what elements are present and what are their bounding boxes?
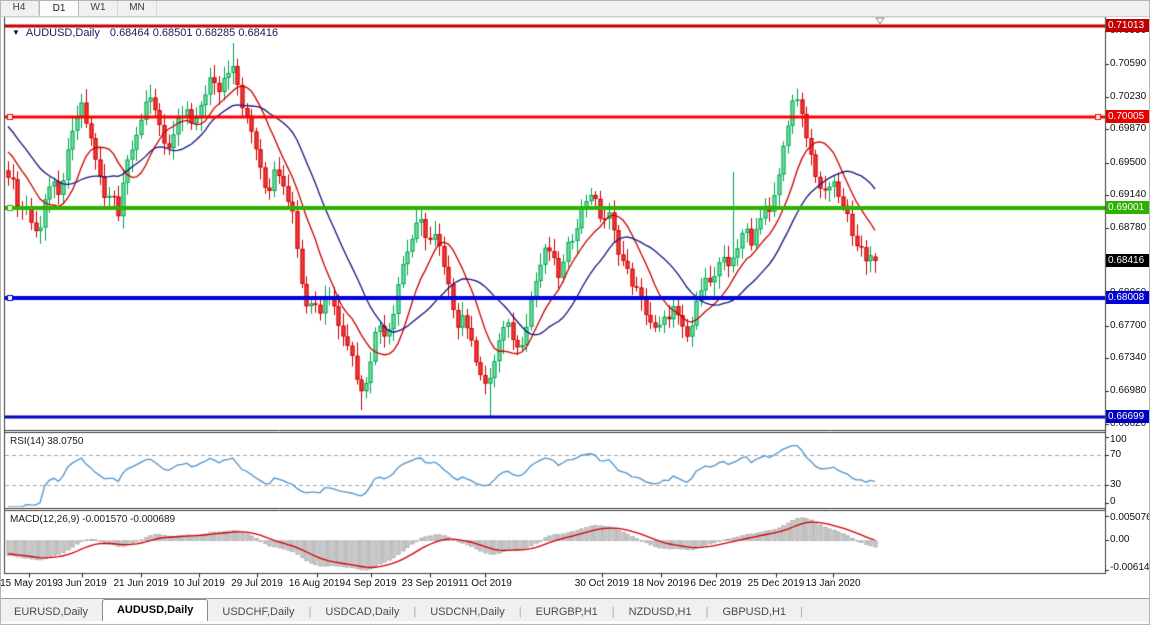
date-axis-label: 16 Aug 2019 [288, 578, 346, 589]
timeframe-button-h4[interactable]: H4 [0, 0, 39, 16]
timeframe-button-mn[interactable]: MN [118, 0, 157, 16]
price-badge: 0.69001 [1106, 201, 1150, 215]
tab-separator: | [308, 606, 312, 618]
macd-axis-tick: 0.00 [1110, 534, 1130, 546]
price-axis-tick: 0.67340 [1110, 352, 1147, 364]
price-axis-tick: 0.70230 [1110, 90, 1147, 102]
date-axis-label: 30 Oct 2019 [574, 578, 630, 589]
date-axis-label: 6 Dec 2019 [690, 578, 742, 589]
date-axis-label: 11 Oct 2019 [458, 578, 512, 589]
price-badge: 0.70005 [1106, 110, 1150, 124]
symbol-tab-eurusd[interactable]: EURUSD,Daily [14, 606, 88, 618]
timeframe-button-w1[interactable]: W1 [79, 0, 118, 16]
date-axis-label: 21 Jun 2019 [113, 578, 169, 589]
tab-separator: | [413, 606, 417, 618]
price-badge: 0.68416 [1106, 254, 1150, 268]
date-axis-label: 4 Sep 2019 [345, 578, 397, 589]
tab-separator: | [800, 606, 803, 618]
timeframe-toolbar: H4 D1 W1 MN [0, 0, 1150, 17]
tab-separator: | [705, 606, 709, 618]
rsi-axis-tick: 30 [1110, 478, 1122, 490]
date-axis-label: 25 Dec 2019 [747, 578, 805, 589]
price-axis-tick: 0.67700 [1110, 319, 1147, 331]
date-axis-label: 10 Jul 2019 [173, 578, 225, 589]
chevron-down-icon[interactable]: ▼ [12, 28, 20, 37]
date-axis-label: 29 Jul 2019 [231, 578, 283, 589]
symbol-tab-gbpusd[interactable]: GBPUSD,H1 [722, 606, 787, 618]
tab-separator: | [611, 606, 615, 618]
chart-symbol-label: AUDUSD,Daily [25, 27, 100, 39]
price-axis-tick: 0.69500 [1110, 156, 1147, 168]
date-axis-label: 18 Nov 2019 [632, 578, 690, 589]
symbol-tab-audusd[interactable]: AUDUSD,Daily [101, 599, 209, 622]
price-axis-tick: 0.69140 [1110, 189, 1147, 201]
rsi-indicator-label: RSI(14) 38.0750 [10, 436, 84, 447]
price-axis-tick: 0.66620 [1110, 417, 1147, 429]
symbol-tab-eurgbp[interactable]: EURGBP,H1 [535, 606, 598, 618]
date-axis-label: 23 Sep 2019 [401, 578, 459, 589]
date-axis-label: 13 Jan 2020 [805, 578, 861, 589]
rsi-axis-tick: 100 [1110, 434, 1127, 445]
price-axis-tick: 0.69870 [1110, 123, 1147, 135]
chart-ohlc-values: 0.68464 0.68501 0.68285 0.68416 [109, 27, 279, 39]
date-axis-label: 15 May 2019 [0, 578, 58, 589]
macd-axis-tick: -0.006148 [1110, 562, 1150, 573]
price-axis-tick: 0.66980 [1110, 385, 1147, 397]
macd-indicator-label: MACD(12,26,9) -0.001570 -0.000689 [10, 514, 176, 525]
chart-title: ▼ AUDUSD,Daily 0.68464 0.68501 0.68285 0.6… [12, 27, 278, 39]
macd-axis-tick: 0.005076 [1110, 512, 1150, 523]
price-axis-tick: 0.68780 [1110, 221, 1147, 233]
rsi-axis-tick: 70 [1110, 449, 1122, 461]
date-axis-label: 3 Jun 2019 [57, 578, 107, 589]
window-bottom-strip [0, 621, 1150, 625]
symbol-tab-bar: EURUSD,Daily AUDUSD,Daily USDCHF,Daily | USD… [0, 598, 1150, 622]
price-axis-tick: 0.70590 [1110, 57, 1147, 69]
symbol-tab-usdcnh[interactable]: USDCNH,Daily [430, 606, 505, 618]
symbol-tab-usdcad[interactable]: USDCAD,Daily [325, 606, 400, 618]
price-badge: 0.68008 [1106, 291, 1150, 305]
symbol-tab-usdchf[interactable]: USDCHF,Daily [222, 606, 295, 618]
tab-separator: | [518, 606, 522, 618]
timeframe-button-d1[interactable]: D1 [39, 0, 79, 16]
price-badge: 0.71013 [1106, 19, 1150, 33]
price-badge: 0.66699 [1106, 410, 1150, 424]
symbol-tab-nzdusd[interactable]: NZDUSD,H1 [628, 606, 692, 618]
rsi-axis-tick: 0 [1110, 496, 1116, 507]
